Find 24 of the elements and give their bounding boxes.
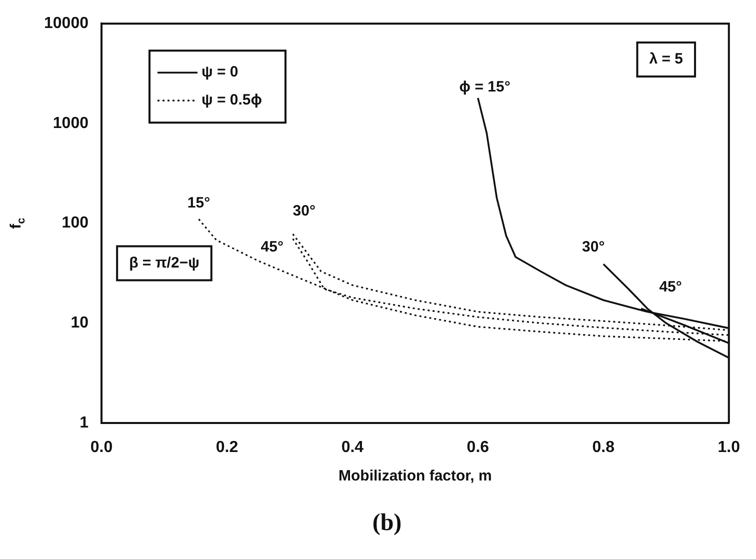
annotation: 30° [292,202,316,220]
annotation: ϕ = 15° [459,78,510,96]
annotation: 15° [187,194,210,212]
legend-label: ψ = 0.5ϕ [201,92,262,109]
x-tick-label: 1.0 [718,439,740,456]
annotation: λ = 5 [649,50,684,68]
y-tick-label: 10 [70,314,89,332]
x-axis-title: Mobilization factor, m [338,467,492,484]
text: (b) [372,510,402,536]
annotation: 30° [582,238,605,256]
x-tick-label: 0.6 [466,439,490,456]
annotation: 45° [659,278,682,296]
y-tick-label: 10000 [44,15,89,32]
y-tick-label: 1000 [52,114,89,132]
y-axis-title: fc [8,218,28,229]
legend-label: ψ = 0 [201,64,238,81]
x-tick-label: 0.4 [341,439,364,456]
y-tick-label: 100 [62,214,89,232]
y-tick-label: 1 [80,414,89,432]
x-tick-label: 0.2 [216,439,238,456]
x-tick-label: 0.0 [90,439,113,456]
x-tick-label: 0.8 [592,439,615,456]
annotation: β = π/2−ψ [129,254,200,272]
annotation: 45° [260,238,284,256]
